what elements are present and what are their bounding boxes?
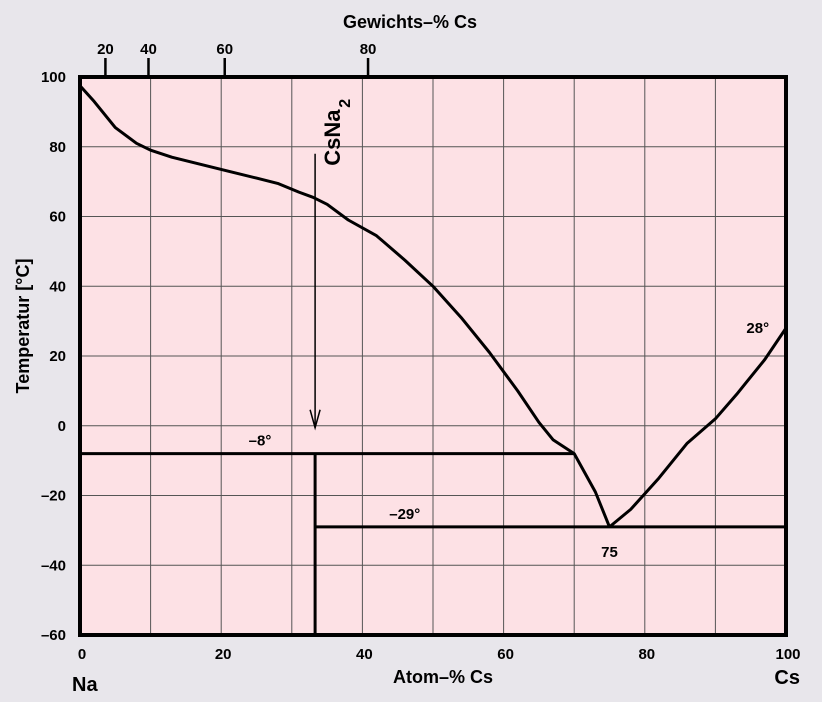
plot-frame <box>78 75 788 637</box>
y-tick-label: 80 <box>49 139 66 156</box>
curves <box>78 84 788 635</box>
compound-subscript: 2 <box>337 99 354 108</box>
top-axis-title: Gewichts–% Cs <box>343 12 477 32</box>
y-tick-label: 60 <box>49 209 66 226</box>
labels: 0 20 40 60 80 100 –60 –40 –20 0 20 40 60 80 100 20 40 60 8… <box>41 41 801 663</box>
x-tick-label: 20 <box>215 646 232 663</box>
x-tick-label: 100 <box>775 646 800 663</box>
x-tick-label: 40 <box>356 646 373 663</box>
na-end-label: Na <box>72 674 98 696</box>
x-tick-label: 80 <box>638 646 655 663</box>
eutectic-cs-label: –29° <box>389 506 420 523</box>
y-tick-label: –20 <box>41 488 66 505</box>
top-tick-label: 20 <box>97 41 114 58</box>
top-tick-label: 60 <box>216 41 233 58</box>
x-axis-title: Atom–% Cs <box>393 667 493 687</box>
y-tick-label: –60 <box>41 627 66 644</box>
compound-name: CsNa <box>320 109 345 166</box>
cs-melting-label: 28° <box>746 320 769 337</box>
cs-end-label: Cs <box>774 667 800 689</box>
x-tick-label: 60 <box>497 646 514 663</box>
liquidus-na-side <box>78 84 611 528</box>
eutectic-na-label: –8° <box>249 433 272 450</box>
eutectic-composition-label: 75 <box>601 544 618 561</box>
liquidus-cs-side <box>608 327 788 529</box>
compound-arrow-head <box>309 409 321 431</box>
y-tick-label: 40 <box>49 278 66 295</box>
top-tick-label: 40 <box>140 41 157 58</box>
y-axis-title: Temperatur [°C] <box>13 259 33 394</box>
y-tick-label: –40 <box>41 557 66 574</box>
y-tick-label: 0 <box>58 418 66 435</box>
y-tick-label: 100 <box>41 69 66 86</box>
y-tick-label: 20 <box>49 348 66 365</box>
top-tick-label: 80 <box>360 41 377 58</box>
x-tick-label: 0 <box>78 646 86 663</box>
